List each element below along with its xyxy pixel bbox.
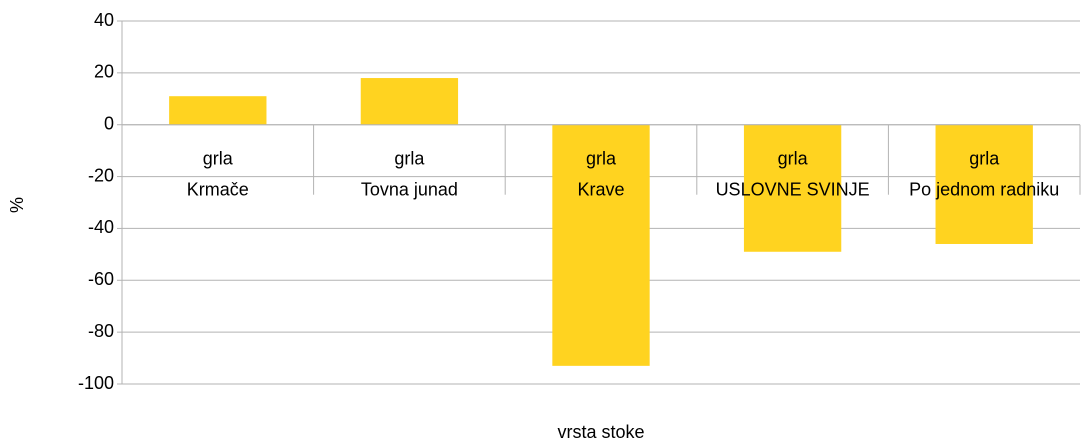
x-tick-label: Krave [577, 179, 624, 199]
x-tick-label: grla [394, 148, 425, 168]
bar [552, 124, 650, 366]
x-tick-label: grla [586, 148, 617, 168]
x-tick-label: grla [778, 148, 809, 168]
y-tick-label: 0 [104, 113, 114, 133]
x-axis-title: vrsta stoke [557, 422, 644, 441]
bar [169, 96, 267, 125]
y-tick-label: -20 [88, 165, 114, 185]
x-tick-label: grla [969, 148, 1000, 168]
x-tick-label: Po jednom radniku [909, 179, 1059, 199]
bar [935, 124, 1033, 244]
y-tick-label: -40 [88, 217, 114, 237]
y-tick-label: -80 [88, 321, 114, 341]
y-tick-label: 40 [94, 10, 114, 30]
x-tick-label: USLOVNE SVINJE [716, 179, 870, 199]
bar [743, 124, 842, 252]
y-axis-title: % [7, 197, 27, 213]
y-tick-label: -60 [88, 269, 114, 289]
bar [360, 78, 459, 125]
x-tick-label: Tovna junad [361, 179, 458, 199]
x-tick-label: grla [203, 148, 234, 168]
y-tick-label: 20 [94, 62, 114, 82]
x-tick-label: Krmače [187, 179, 249, 199]
y-tick-label: -100 [78, 373, 114, 393]
